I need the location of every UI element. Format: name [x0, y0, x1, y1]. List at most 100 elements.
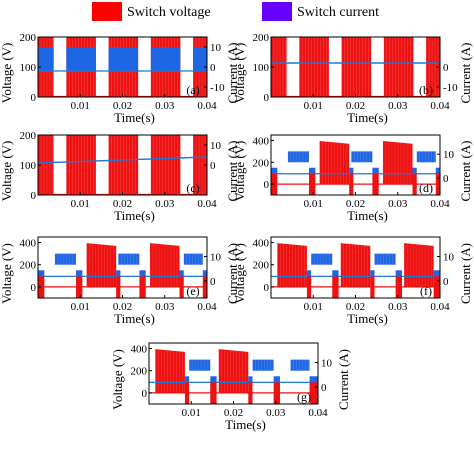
- voltage-burst: [38, 135, 54, 195]
- y-tick-label: 200: [253, 157, 270, 169]
- panel-label: (e): [186, 284, 199, 298]
- y2-axis-title: Current (A): [225, 140, 240, 201]
- x-tick-label: 0.01: [71, 301, 90, 313]
- voltage-high-block: [218, 349, 249, 393]
- y2-tick-label: -10: [443, 82, 458, 94]
- y-tick-label: 0: [264, 282, 270, 294]
- y-axis-title: Voltage (V): [0, 43, 14, 104]
- voltage-burst: [193, 135, 207, 195]
- x-tick-label: 0.04: [308, 407, 328, 419]
- x-tick-label: 0.02: [346, 301, 365, 313]
- current-block: [183, 253, 203, 265]
- y2-axis-title: Current (A): [458, 243, 473, 304]
- panel-d: 0.01 0.02 0.03 0.04 0 200 400 0 10 Time(s) Voltage…: [232, 134, 473, 223]
- x-tick-label: 0.03: [155, 198, 175, 210]
- current-block: [311, 253, 333, 265]
- y2-axis-title: Current (A): [458, 42, 473, 103]
- x-tick-label: 0.01: [182, 407, 201, 419]
- x-tick-label: 0.03: [266, 407, 286, 419]
- voltage-burst: [271, 37, 287, 97]
- y-tick-label: 0: [31, 92, 37, 104]
- voltage-notch: [139, 276, 146, 298]
- voltage-high-block: [277, 243, 307, 287]
- x-axis-title: Time(s): [114, 110, 155, 125]
- x-tick-label: 0.03: [155, 301, 175, 313]
- y2-tick-label: 10: [210, 140, 222, 152]
- panel-b: 0.01 0.02 0.03 0.04 0 100 200 -10 0 Time(s) Voltag…: [232, 32, 473, 125]
- voltage-notch: [370, 276, 375, 298]
- y2-tick-label: 10: [443, 252, 455, 264]
- current-notch-top: [38, 270, 45, 277]
- panel-g: 0.01 0.02 0.03 0.04 0 200 400 0 10 Time(s) Voltage…: [110, 342, 351, 432]
- y2-tick-label: 0: [443, 62, 449, 74]
- voltage-high-block: [382, 141, 413, 185]
- voltage-high-block: [149, 243, 180, 287]
- x-tick-label: 0.02: [346, 100, 365, 112]
- current-block: [290, 359, 310, 371]
- current-burst: [108, 47, 139, 71]
- current-notch-top: [309, 167, 316, 174]
- legend-current-swatch: [262, 2, 292, 21]
- y-axis-title: Voltage (V): [0, 141, 14, 202]
- panel-e: 0.01 0.02 0.03 0.04 0 200 400 0 10 Time(s) Voltage…: [0, 236, 240, 326]
- panel-label: (f): [420, 284, 432, 298]
- x-tick-label: 0.03: [388, 198, 408, 210]
- voltage-notch: [433, 276, 440, 298]
- y-tick-label: 100: [253, 62, 270, 74]
- plot-area: [271, 243, 440, 298]
- x-tick-label: 0.04: [430, 301, 450, 313]
- voltage-notch: [435, 173, 440, 195]
- voltage-high-block: [340, 243, 371, 287]
- y2-tick-label: 0: [210, 160, 216, 172]
- y2-tick-label: 10: [443, 149, 455, 161]
- current-notch-top: [248, 376, 253, 383]
- voltage-burst: [299, 37, 329, 97]
- current-block: [189, 359, 211, 371]
- voltage-high-block: [319, 141, 350, 185]
- y-tick-label: 0: [31, 190, 37, 202]
- panel-label: (a): [186, 83, 199, 97]
- voltage-burst: [66, 135, 96, 195]
- current-notch-top: [273, 376, 280, 383]
- x-tick-label: 0.01: [71, 198, 90, 210]
- panel-label: (d): [419, 181, 433, 195]
- plot-area: [271, 141, 440, 195]
- y2-tick-label: 0: [210, 62, 216, 74]
- y-tick-label: 200: [20, 260, 37, 272]
- current-notch-top: [332, 270, 339, 277]
- voltage-notch: [412, 173, 417, 195]
- current-burst: [38, 47, 54, 71]
- current-block: [54, 253, 77, 265]
- panel-label: (b): [419, 83, 433, 97]
- x-tick-label: 0.01: [71, 100, 90, 112]
- y2-tick-label: 0: [321, 382, 327, 394]
- y-tick-label: 400: [253, 238, 270, 250]
- x-axis-title: Time(s): [114, 208, 155, 223]
- legend-current-label: Switch current: [297, 5, 379, 20]
- plot-area: [149, 349, 318, 404]
- voltage-burst: [426, 37, 440, 97]
- x-tick-label: 0.02: [113, 100, 132, 112]
- current-burst: [193, 47, 207, 71]
- voltage-notch: [332, 276, 339, 298]
- current-line: [38, 156, 207, 164]
- y-tick-label: 0: [264, 92, 270, 104]
- y2-tick-label: -10: [210, 82, 225, 94]
- y-axis-title: Voltage (V): [232, 43, 247, 104]
- current-block: [252, 359, 274, 371]
- current-burst: [150, 47, 181, 71]
- y2-tick-label: 10: [321, 358, 333, 370]
- x-axis-title: Time(s): [225, 417, 266, 432]
- voltage-notch: [395, 276, 402, 298]
- panel-label: (c): [186, 181, 199, 195]
- plot-area: [38, 37, 207, 97]
- voltage-notch: [309, 173, 316, 195]
- y2-tick-label: 0: [443, 173, 449, 185]
- current-block: [118, 253, 140, 265]
- voltage-notch: [349, 173, 354, 195]
- y-tick-label: 0: [31, 282, 37, 294]
- y2-tick-label: 10: [210, 252, 222, 264]
- x-tick-label: 0.04: [197, 100, 217, 112]
- voltage-notch: [248, 382, 253, 404]
- x-tick-label: 0.02: [224, 407, 243, 419]
